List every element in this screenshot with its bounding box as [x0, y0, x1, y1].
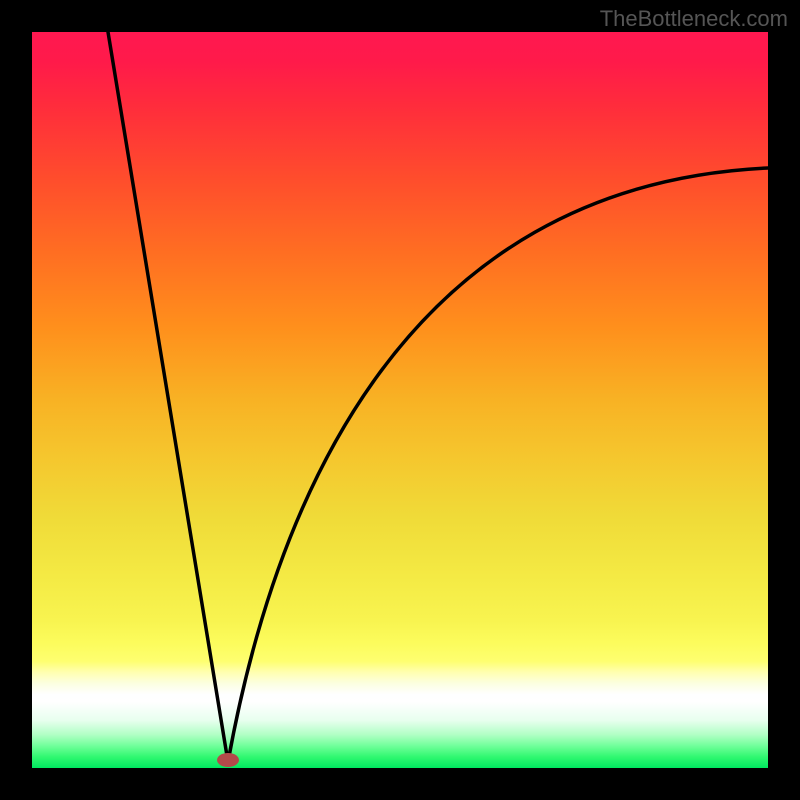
- optimum-marker: [217, 753, 239, 767]
- watermark-text: TheBottleneck.com: [600, 6, 788, 32]
- plot-background: [32, 32, 768, 768]
- bottleneck-chart: [0, 0, 800, 800]
- chart-container: TheBottleneck.com: [0, 0, 800, 800]
